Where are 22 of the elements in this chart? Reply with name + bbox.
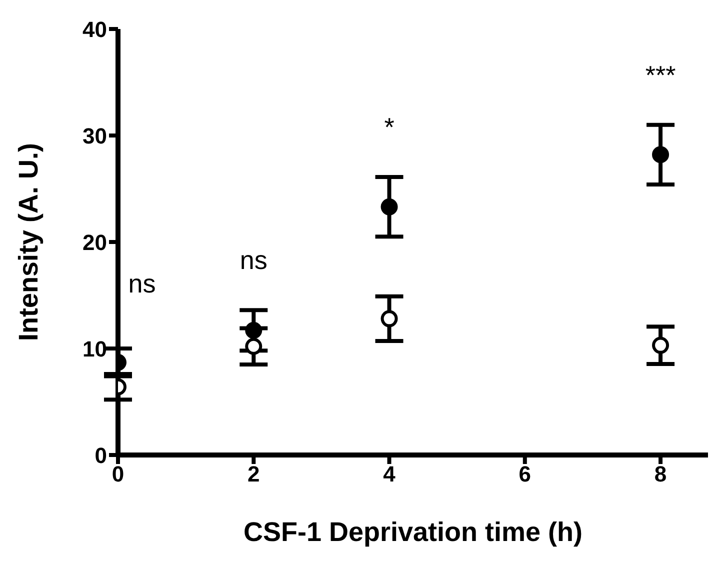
annotation: *	[384, 112, 394, 142]
x-tick-label: 2	[248, 462, 260, 487]
y-tick-label: 40	[82, 16, 107, 42]
x-tick-label: 4	[383, 462, 396, 487]
x-tick-label: 8	[654, 462, 667, 487]
point	[652, 336, 670, 354]
x-axis-title: CSF-1 Deprivation time (h)	[243, 517, 583, 547]
y-tick-label: 30	[82, 123, 107, 148]
point	[380, 198, 398, 216]
annotation: ns	[128, 268, 156, 298]
point	[245, 338, 262, 355]
y-tick-label: 10	[82, 336, 107, 362]
y-tick-label: 0	[94, 442, 107, 468]
x-tick-label: 6	[518, 462, 532, 487]
point	[380, 310, 398, 328]
y-tick-label: 20	[82, 230, 107, 255]
x-tick-label: 0	[112, 462, 124, 487]
point	[245, 322, 262, 339]
y-axis-title: Intensity (A. U.)	[14, 142, 44, 342]
annotation: ns	[240, 245, 268, 276]
annotation: ***	[645, 60, 676, 90]
point	[652, 146, 670, 164]
